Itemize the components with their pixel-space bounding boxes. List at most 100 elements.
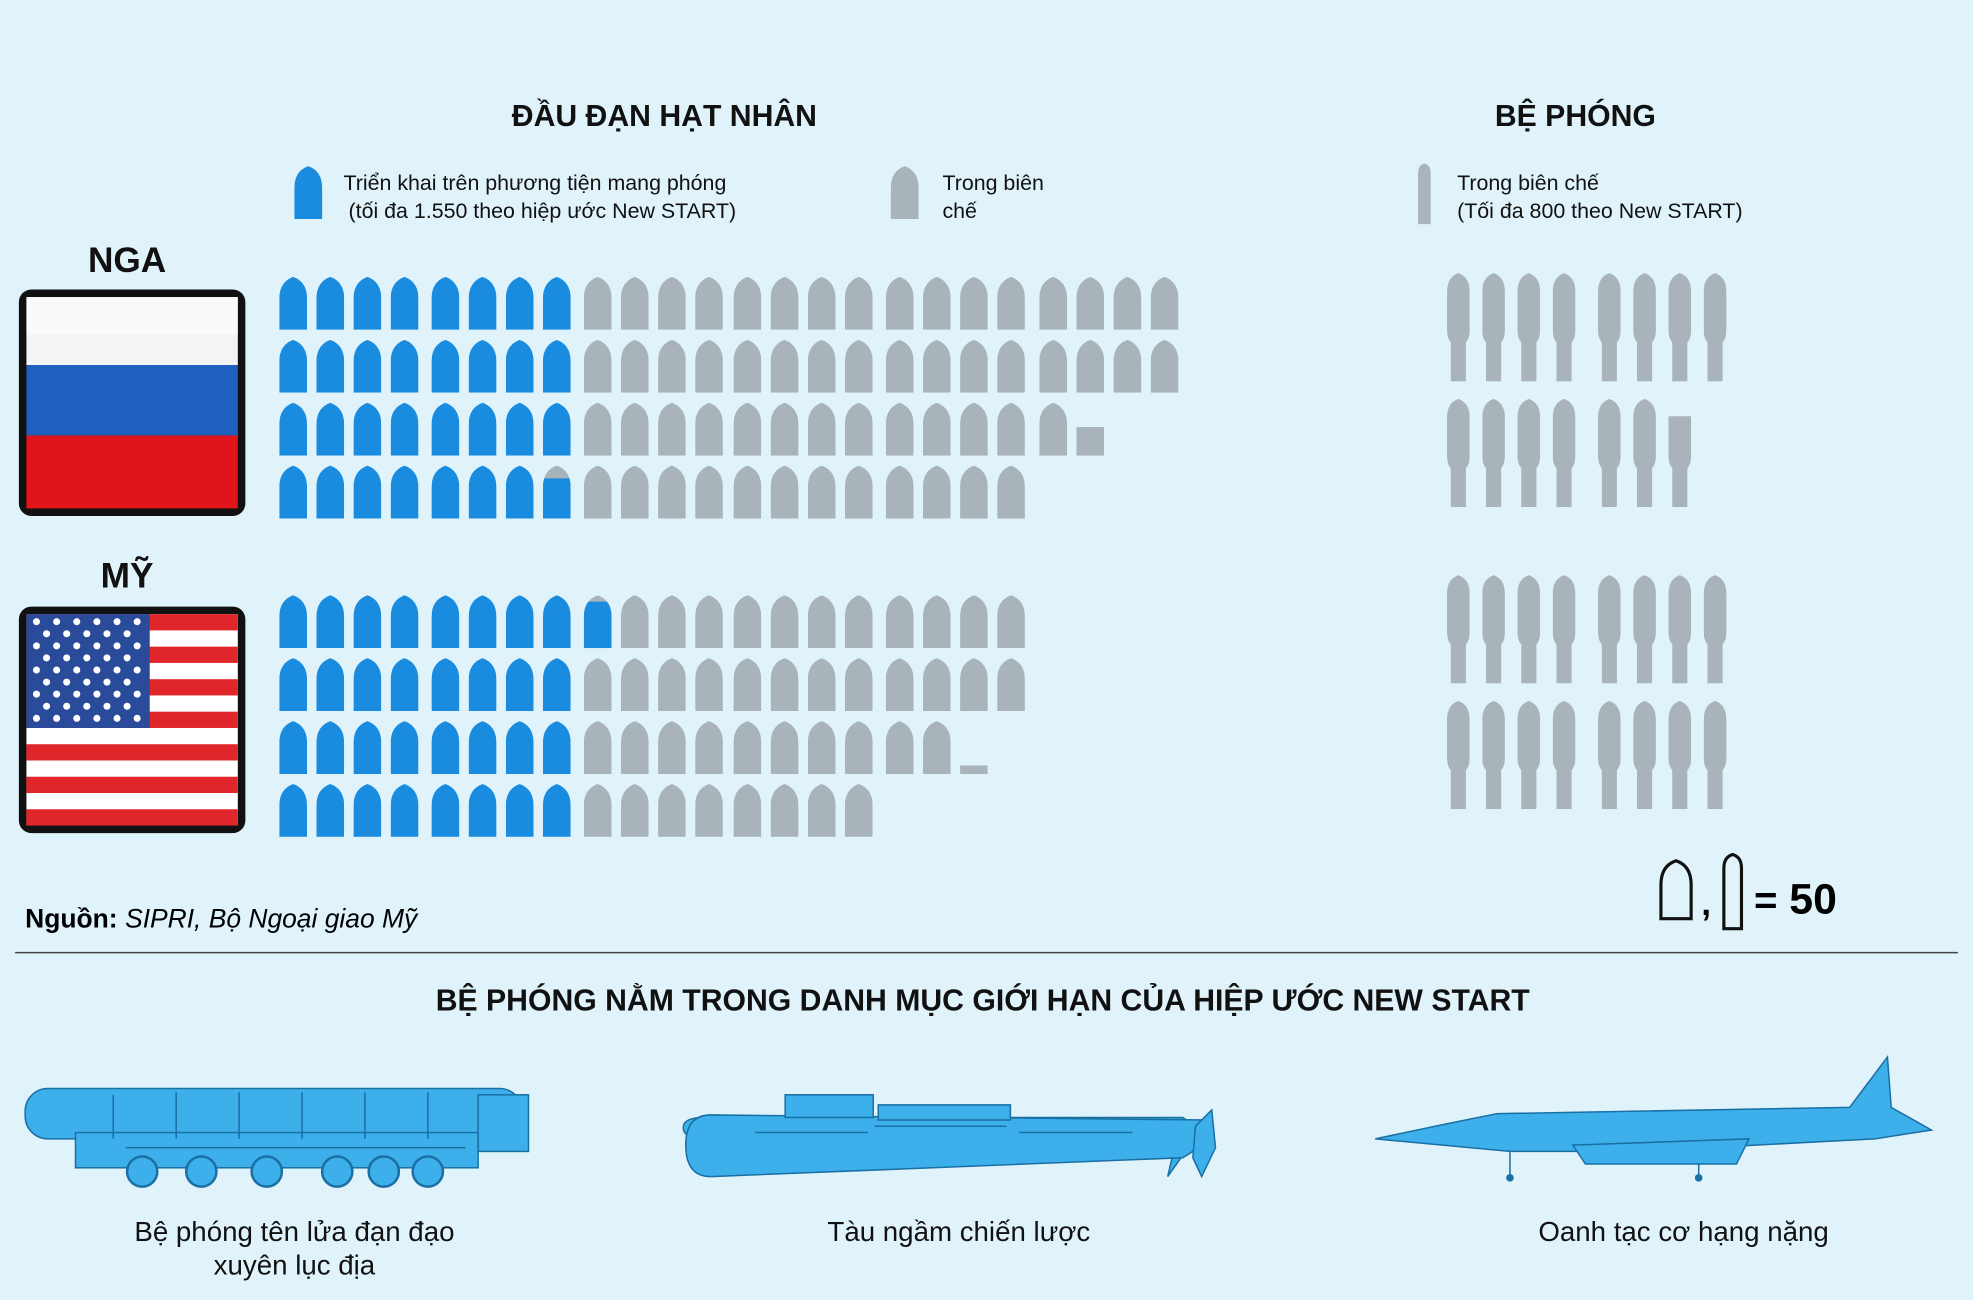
warhead-deployed bbox=[279, 402, 308, 456]
warhead-deployed bbox=[316, 402, 345, 456]
flag-star bbox=[113, 666, 121, 674]
warhead-stockpile bbox=[583, 465, 612, 519]
launcher bbox=[1517, 575, 1541, 684]
warhead-stockpile bbox=[960, 339, 988, 393]
warhead-stockpile bbox=[1039, 276, 1068, 330]
flag-star bbox=[103, 654, 111, 662]
warhead-stockpile bbox=[658, 721, 686, 774]
warhead-stockpile bbox=[695, 402, 723, 456]
warhead-stockpile bbox=[1076, 276, 1105, 330]
flag-russia bbox=[18, 289, 246, 516]
launcher bbox=[1703, 575, 1727, 684]
warhead-stockpile bbox=[583, 658, 612, 712]
warhead-stockpile bbox=[922, 339, 951, 393]
warhead-stockpile bbox=[960, 595, 988, 649]
legend-text: (tối đa 1.550 theo hiệp ước New START) bbox=[349, 199, 737, 223]
warhead-deployed bbox=[505, 658, 534, 712]
warhead-stockpile bbox=[733, 276, 762, 330]
flag-star bbox=[32, 618, 41, 626]
warhead-stockpile bbox=[844, 595, 873, 649]
warhead-stockpile bbox=[807, 784, 836, 837]
launcher bbox=[1447, 398, 1470, 508]
warhead-stockpile bbox=[620, 276, 649, 330]
flag-usa bbox=[18, 606, 246, 834]
warhead-stockpile bbox=[1150, 339, 1179, 393]
warhead-stockpile bbox=[960, 402, 988, 456]
warhead-deployed bbox=[316, 339, 345, 393]
warhead-deployed bbox=[468, 465, 497, 519]
launcher bbox=[1447, 700, 1470, 810]
legend-text: Trong biên chế bbox=[1457, 171, 1599, 195]
unit-value: 50 bbox=[1789, 876, 1837, 924]
submarine bbox=[682, 1094, 1217, 1179]
flag-star bbox=[73, 714, 81, 722]
source-label: Nguồn: bbox=[25, 903, 117, 933]
legend-text: Trong biên bbox=[942, 171, 1043, 195]
warhead-stockpile bbox=[695, 658, 723, 712]
launcher bbox=[1668, 575, 1692, 684]
unit-key: , = 50 bbox=[1659, 852, 1837, 931]
country-name: NGA bbox=[88, 241, 166, 280]
caption: Bệ phóng tên lửa đạn đạo bbox=[134, 1216, 454, 1247]
section-title: BỆ PHÓNG NẰM TRONG DANH MỤC GIỚI HẠN CỦA… bbox=[436, 984, 1531, 1018]
warhead-stockpile bbox=[1150, 276, 1179, 330]
warhead-stockpile bbox=[807, 402, 836, 456]
warhead-deployed bbox=[431, 402, 460, 456]
warhead-deployed bbox=[431, 658, 460, 712]
warhead-stockpile bbox=[922, 595, 951, 649]
warhead-stockpile bbox=[770, 721, 799, 774]
flag-star bbox=[83, 630, 91, 638]
warhead-stockpile bbox=[1039, 339, 1068, 393]
warhead-deployed bbox=[279, 784, 308, 837]
warhead-stockpile bbox=[885, 658, 914, 712]
bomber bbox=[1375, 1054, 1934, 1182]
launcher bbox=[1668, 700, 1692, 810]
launcher bbox=[1447, 575, 1470, 684]
warhead-stockpile bbox=[658, 465, 686, 519]
legend-swatch bbox=[890, 166, 919, 220]
warhead-deployed bbox=[390, 465, 419, 519]
warhead-stockpile bbox=[844, 402, 873, 456]
warhead-stockpile bbox=[997, 276, 1025, 330]
legend-swatch bbox=[294, 166, 323, 220]
warhead-stockpile bbox=[733, 658, 762, 712]
warhead-pictogram bbox=[279, 276, 1179, 837]
flag-star bbox=[63, 654, 71, 662]
warhead-stockpile bbox=[1113, 339, 1142, 393]
warhead-deployed bbox=[505, 276, 534, 330]
legend-text: (Tối đa 800 theo New START) bbox=[1457, 199, 1743, 223]
warhead-stockpile bbox=[1113, 276, 1142, 330]
warhead-stockpile bbox=[844, 658, 873, 712]
warhead-stockpile bbox=[658, 402, 686, 456]
launcher bbox=[1552, 700, 1576, 810]
warhead-stockpile bbox=[733, 465, 762, 519]
warhead-stockpile bbox=[733, 784, 762, 837]
flag-star bbox=[83, 654, 91, 662]
warhead-deployed bbox=[390, 402, 419, 456]
warhead-deployed bbox=[279, 465, 308, 519]
flag-star bbox=[32, 690, 41, 698]
warhead-stockpile bbox=[885, 465, 914, 519]
warhead-stockpile bbox=[807, 339, 836, 393]
warhead-deployed bbox=[542, 784, 571, 837]
warhead-stockpile bbox=[770, 339, 799, 393]
warhead-deployed bbox=[353, 465, 382, 519]
warhead-deployed bbox=[279, 658, 308, 712]
warhead-stockpile bbox=[770, 658, 799, 712]
warhead-stockpile bbox=[770, 402, 799, 456]
warhead-deployed bbox=[279, 721, 308, 774]
warhead-deployed bbox=[431, 465, 460, 519]
flag-star bbox=[133, 666, 141, 674]
warhead-stockpile bbox=[733, 339, 762, 393]
flag-star bbox=[103, 678, 111, 686]
warhead-stockpile bbox=[658, 595, 686, 649]
launcher bbox=[1703, 273, 1727, 382]
warhead-stockpile bbox=[844, 276, 873, 330]
warhead-stockpile bbox=[770, 465, 799, 519]
warhead-deployed bbox=[279, 595, 308, 649]
warhead-deployed bbox=[390, 339, 419, 393]
warhead-deployed bbox=[542, 658, 571, 712]
country-name: MỸ bbox=[101, 557, 154, 596]
warhead-stockpile bbox=[583, 276, 612, 330]
